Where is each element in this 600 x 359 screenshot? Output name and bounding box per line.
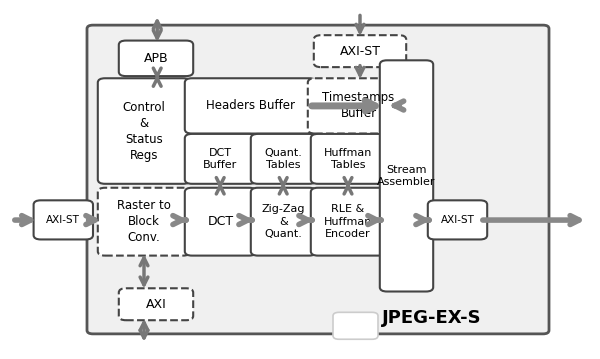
FancyBboxPatch shape (185, 188, 256, 256)
FancyBboxPatch shape (98, 188, 190, 256)
Text: Zig-Zag
&
Quant.: Zig-Zag & Quant. (262, 204, 305, 239)
Text: APB: APB (143, 52, 169, 65)
FancyBboxPatch shape (34, 200, 93, 239)
Text: Control
&
Status
Regs: Control & Status Regs (122, 101, 166, 162)
FancyBboxPatch shape (98, 78, 190, 184)
FancyBboxPatch shape (119, 41, 193, 76)
Text: AXI: AXI (146, 298, 166, 311)
Text: Quant.
Tables: Quant. Tables (265, 148, 302, 170)
FancyBboxPatch shape (251, 188, 316, 256)
FancyBboxPatch shape (333, 312, 378, 339)
Text: JPEG-EX-S: JPEG-EX-S (382, 309, 482, 327)
Text: AXI-ST: AXI-ST (440, 215, 475, 225)
Text: RLE &
Huffman
Encoder: RLE & Huffman Encoder (324, 204, 372, 239)
FancyBboxPatch shape (185, 134, 256, 184)
FancyBboxPatch shape (380, 60, 433, 292)
FancyBboxPatch shape (314, 35, 406, 67)
FancyBboxPatch shape (308, 78, 409, 134)
Text: DCT: DCT (208, 215, 233, 228)
FancyBboxPatch shape (185, 78, 316, 134)
FancyBboxPatch shape (311, 134, 385, 184)
Text: AXI-ST: AXI-ST (340, 45, 380, 58)
FancyBboxPatch shape (119, 288, 193, 320)
Text: DCT
Buffer: DCT Buffer (203, 148, 238, 170)
FancyBboxPatch shape (311, 188, 385, 256)
Text: Stream
Assembler: Stream Assembler (377, 165, 436, 187)
FancyBboxPatch shape (428, 200, 487, 239)
Text: Huffman
Tables: Huffman Tables (324, 148, 372, 170)
Text: AXI-ST: AXI-ST (46, 215, 80, 225)
FancyBboxPatch shape (251, 134, 316, 184)
FancyBboxPatch shape (87, 25, 549, 334)
Text: Raster to
Block
Conv.: Raster to Block Conv. (117, 199, 171, 244)
Text: Headers Buffer: Headers Buffer (206, 99, 295, 112)
Text: Timestamps
Buffer: Timestamps Buffer (322, 92, 395, 120)
